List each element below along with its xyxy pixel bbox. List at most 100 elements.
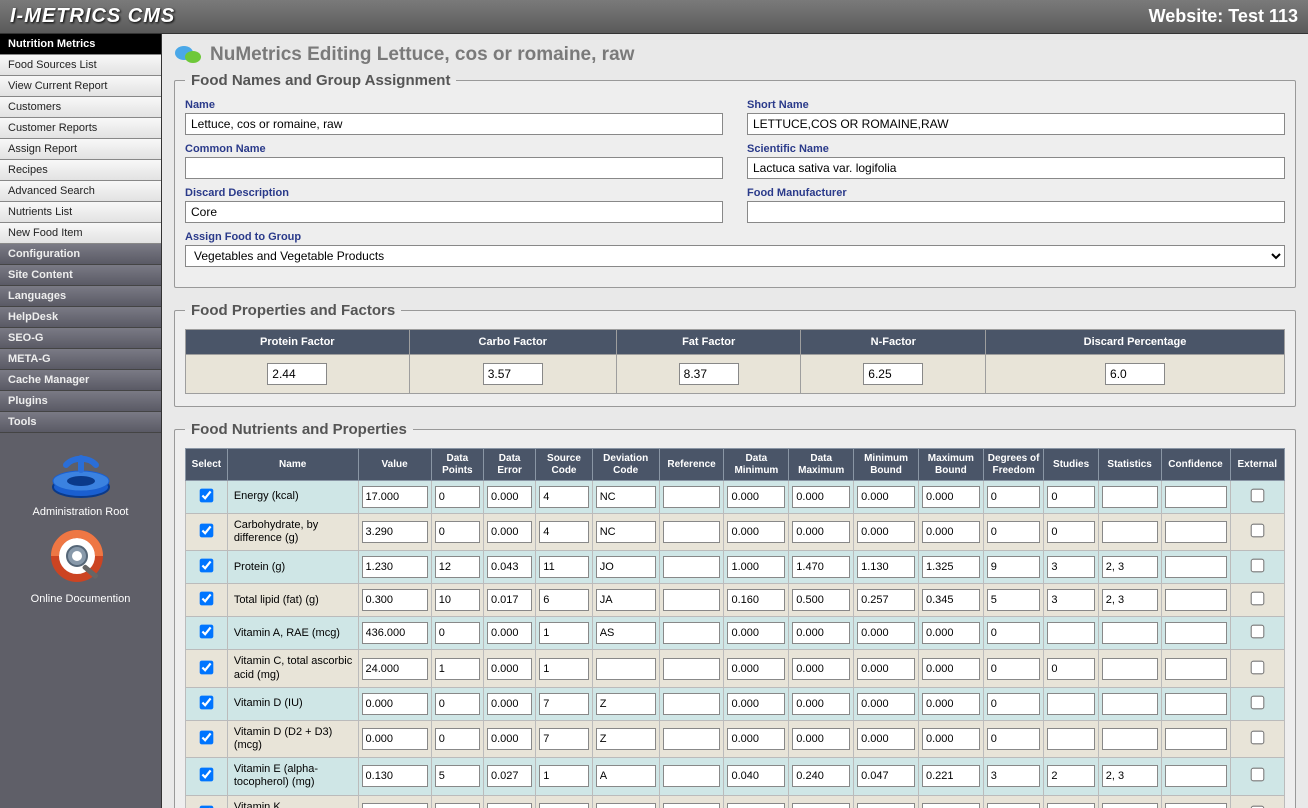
sidebar-item-customers[interactable]: Customers	[0, 97, 161, 118]
cell-input-ref[interactable]	[663, 556, 721, 578]
cell-input-de[interactable]	[487, 658, 532, 680]
cell-input-maxb[interactable]	[922, 765, 980, 787]
cell-input-maxb[interactable]	[922, 622, 980, 644]
cell-input-ref[interactable]	[663, 728, 721, 750]
cell-input-minb[interactable]	[857, 658, 915, 680]
cell-input-conf[interactable]	[1165, 622, 1227, 644]
cell-input-stud[interactable]	[1047, 693, 1094, 715]
row-select-checkbox[interactable]	[200, 768, 214, 782]
cell-input-dof[interactable]	[987, 658, 1041, 680]
cell-input-maxb[interactable]	[922, 521, 980, 543]
cell-input-dof[interactable]	[987, 728, 1041, 750]
cell-input-dmin[interactable]	[727, 765, 785, 787]
cell-input-dp[interactable]	[435, 658, 480, 680]
factor-input[interactable]	[267, 363, 327, 385]
cell-input-dmin[interactable]	[727, 803, 785, 808]
cell-input-dp[interactable]	[435, 622, 480, 644]
cell-input-minb[interactable]	[857, 622, 915, 644]
sidebar-item-view-current-report[interactable]: View Current Report	[0, 76, 161, 97]
sidebar-item-plugins[interactable]: Plugins	[0, 391, 161, 412]
cell-input-dof[interactable]	[987, 486, 1041, 508]
cell-input-dc[interactable]	[596, 693, 656, 715]
cell-input-conf[interactable]	[1165, 486, 1227, 508]
cell-input-sc[interactable]	[539, 693, 588, 715]
cell-input-dmin[interactable]	[727, 589, 785, 611]
input-mfr[interactable]	[747, 201, 1285, 223]
doc-icon[interactable]	[4, 530, 157, 589]
cell-input-stat[interactable]	[1102, 622, 1158, 644]
cell-input-ref[interactable]	[663, 521, 721, 543]
row-external-checkbox[interactable]	[1250, 660, 1264, 674]
row-select-checkbox[interactable]	[200, 592, 214, 606]
cell-input-value[interactable]	[362, 486, 428, 508]
cell-input-maxb[interactable]	[922, 589, 980, 611]
cell-input-dp[interactable]	[435, 556, 480, 578]
cell-input-de[interactable]	[487, 765, 532, 787]
row-external-checkbox[interactable]	[1250, 489, 1264, 503]
cell-input-conf[interactable]	[1165, 658, 1227, 680]
cell-input-stud[interactable]	[1047, 728, 1094, 750]
cell-input-dp[interactable]	[435, 728, 480, 750]
cell-input-value[interactable]	[362, 622, 428, 644]
cell-input-value[interactable]	[362, 658, 428, 680]
cell-input-ref[interactable]	[663, 693, 721, 715]
sidebar-item-customer-reports[interactable]: Customer Reports	[0, 118, 161, 139]
cell-input-dc[interactable]	[596, 658, 656, 680]
row-select-checkbox[interactable]	[200, 660, 214, 674]
input-name[interactable]	[185, 113, 723, 135]
cell-input-sc[interactable]	[539, 658, 588, 680]
row-external-checkbox[interactable]	[1250, 559, 1264, 573]
cell-input-stud[interactable]	[1047, 589, 1094, 611]
cell-input-stat[interactable]	[1102, 556, 1158, 578]
doc-label[interactable]: Online Documention	[4, 593, 157, 605]
cell-input-maxb[interactable]	[922, 658, 980, 680]
cell-input-stat[interactable]	[1102, 728, 1158, 750]
cell-input-dc[interactable]	[596, 622, 656, 644]
input-discard[interactable]	[185, 201, 723, 223]
cell-input-dmax[interactable]	[792, 765, 850, 787]
cell-input-conf[interactable]	[1165, 556, 1227, 578]
cell-input-dof[interactable]	[987, 765, 1041, 787]
cell-input-dc[interactable]	[596, 728, 656, 750]
cell-input-maxb[interactable]	[922, 556, 980, 578]
cell-input-dmax[interactable]	[792, 622, 850, 644]
input-common[interactable]	[185, 157, 723, 179]
cell-input-minb[interactable]	[857, 556, 915, 578]
cell-input-conf[interactable]	[1165, 728, 1227, 750]
cell-input-value[interactable]	[362, 589, 428, 611]
cell-input-dmin[interactable]	[727, 728, 785, 750]
cell-input-maxb[interactable]	[922, 486, 980, 508]
cell-input-stat[interactable]	[1102, 765, 1158, 787]
input-sci[interactable]	[747, 157, 1285, 179]
sidebar-item-recipes[interactable]: Recipes	[0, 160, 161, 181]
cell-input-value[interactable]	[362, 693, 428, 715]
cell-input-dmax[interactable]	[792, 658, 850, 680]
cell-input-minb[interactable]	[857, 728, 915, 750]
cell-input-dmax[interactable]	[792, 803, 850, 808]
row-select-checkbox[interactable]	[200, 625, 214, 639]
cell-input-sc[interactable]	[539, 486, 588, 508]
cell-input-dof[interactable]	[987, 556, 1041, 578]
cell-input-dmin[interactable]	[727, 486, 785, 508]
cell-input-dp[interactable]	[435, 765, 480, 787]
cell-input-conf[interactable]	[1165, 693, 1227, 715]
cell-input-dc[interactable]	[596, 765, 656, 787]
sidebar-item-configuration[interactable]: Configuration	[0, 244, 161, 265]
cell-input-ref[interactable]	[663, 658, 721, 680]
row-external-checkbox[interactable]	[1250, 768, 1264, 782]
cell-input-dmax[interactable]	[792, 693, 850, 715]
cell-input-dof[interactable]	[987, 622, 1041, 644]
row-select-checkbox[interactable]	[200, 695, 214, 709]
cell-input-dmin[interactable]	[727, 622, 785, 644]
sidebar-item-cache-manager[interactable]: Cache Manager	[0, 370, 161, 391]
cell-input-dp[interactable]	[435, 521, 480, 543]
row-external-checkbox[interactable]	[1250, 625, 1264, 639]
sidebar-item-food-sources-list[interactable]: Food Sources List	[0, 55, 161, 76]
sidebar-item-helpdesk[interactable]: HelpDesk	[0, 307, 161, 328]
cell-input-stat[interactable]	[1102, 589, 1158, 611]
cell-input-minb[interactable]	[857, 693, 915, 715]
cell-input-dof[interactable]	[987, 589, 1041, 611]
sidebar-item-nutrition-metrics[interactable]: Nutrition Metrics	[0, 34, 161, 55]
cell-input-dof[interactable]	[987, 803, 1041, 808]
cell-input-dmax[interactable]	[792, 556, 850, 578]
